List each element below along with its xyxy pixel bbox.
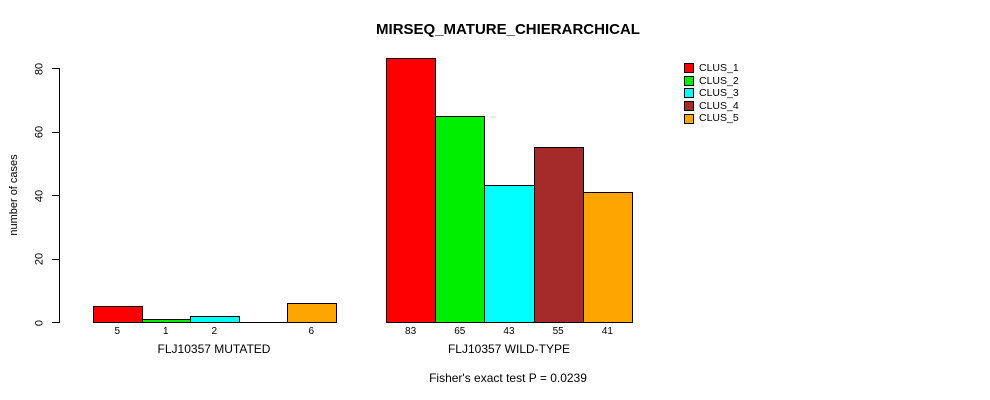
- legend-label: CLUS_2: [699, 74, 739, 87]
- bar-clus_5: [287, 302, 337, 323]
- bar-value-label: 5: [114, 326, 121, 337]
- bar-clus_3: [484, 185, 535, 323]
- y-axis-tick: [52, 322, 59, 323]
- y-axis-title: number of cases: [8, 154, 20, 236]
- bar-clus_2: [141, 318, 191, 323]
- legend-item: CLUS_3: [684, 87, 739, 100]
- bar-value-label: 1: [162, 326, 169, 337]
- y-axis-tick: [52, 195, 59, 196]
- group-label-wild-type: FLJ10357 WILD-TYPE: [447, 342, 571, 356]
- legend-label: CLUS_1: [699, 62, 739, 75]
- bar-value-label: 65: [454, 326, 466, 337]
- legend-swatch-clus_4: [684, 101, 694, 112]
- legend-label: CLUS_3: [699, 87, 739, 100]
- legend-swatch-clus_2: [684, 75, 694, 86]
- y-axis-tick-label: 0: [33, 319, 46, 326]
- bar-clus_3: [190, 315, 240, 323]
- y-axis-tick-label: 80: [33, 62, 46, 75]
- bar-clus_2: [435, 115, 486, 323]
- legend-label: CLUS_5: [699, 112, 739, 125]
- fisher-test-annotation: Fisher's exact test P = 0.0239: [429, 371, 587, 385]
- y-axis-line: [59, 68, 60, 323]
- legend-swatch-clus_5: [684, 113, 694, 124]
- bar-clus_5: [582, 191, 633, 323]
- bar-value-label: 43: [503, 326, 515, 337]
- y-axis-tick: [52, 131, 59, 133]
- bar-value-label: 2: [211, 326, 218, 337]
- y-axis-tick-label: 20: [33, 252, 46, 266]
- legend: CLUS_1 CLUS_2 CLUS_3 CLUS_4 CLUS_5: [684, 62, 739, 125]
- y-axis-tick-label: 40: [33, 189, 46, 202]
- chart-title: MIRSEQ_MATURE_CHIERARCHICAL: [376, 21, 640, 38]
- bar-value-label: 41: [601, 326, 613, 337]
- legend-item: CLUS_4: [684, 100, 739, 113]
- legend-label: CLUS_4: [699, 99, 739, 112]
- legend-item: CLUS_2: [684, 75, 739, 88]
- bar-clus_4: [533, 147, 584, 323]
- bar-value-label: 6: [308, 326, 315, 337]
- bar-clus_1: [93, 306, 143, 323]
- legend-swatch-clus_3: [684, 88, 694, 99]
- legend-item: CLUS_1: [684, 62, 739, 75]
- legend-swatch-clus_1: [684, 63, 694, 74]
- bar-clus_1: [386, 58, 437, 323]
- y-axis-tick-label: 60: [33, 125, 46, 139]
- y-axis-tick: [52, 258, 59, 260]
- y-axis-tick: [52, 68, 59, 69]
- legend-item: CLUS_5: [684, 112, 739, 125]
- group-label-mutated: FLJ10357 MUTATED: [157, 342, 271, 356]
- bar-value-label: 83: [405, 326, 417, 337]
- bar-value-label: 55: [552, 326, 564, 337]
